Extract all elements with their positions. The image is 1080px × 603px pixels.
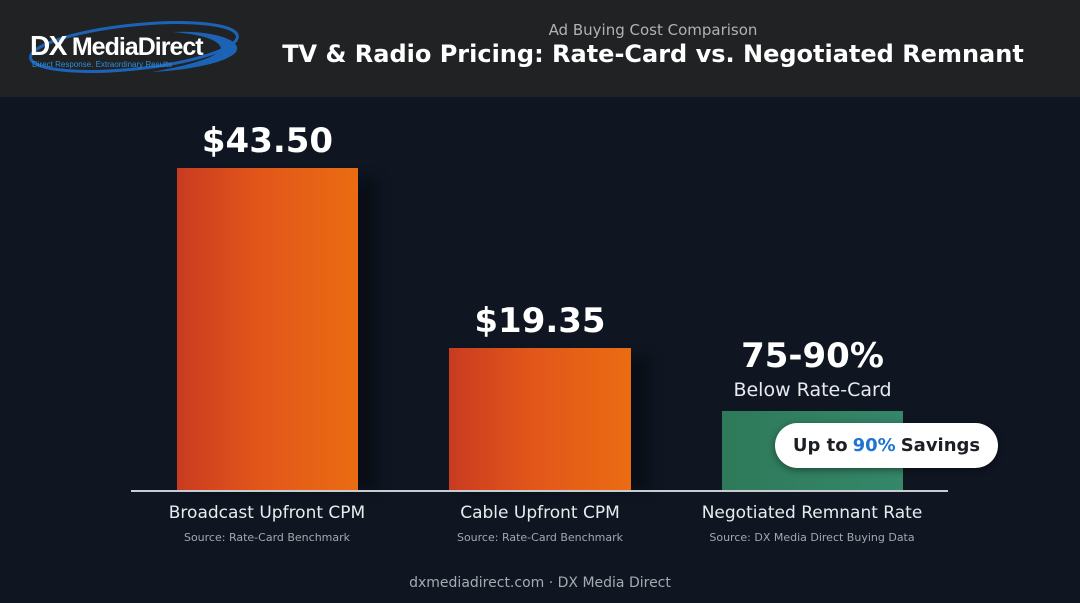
bar-broadcast	[177, 168, 358, 491]
category-source-cable: Source: Rate-Card Benchmark	[456, 531, 624, 544]
chart-subtitle: Ad Buying Cost Comparison	[548, 21, 758, 39]
data-label-remnant-sub: Below Rate-Card	[733, 379, 892, 401]
data-label-remnant: 75-90%	[741, 336, 884, 376]
brand-logo[interactable]: DX MediaDirect Direct Response. Extraord…	[22, 20, 244, 76]
category-label-cable: Cable Upfront CPM	[460, 503, 620, 523]
category-label-broadcast: Broadcast Upfront CPM	[168, 503, 366, 523]
chart-title: TV & Radio Pricing: Rate-Card vs. Negoti…	[282, 40, 1024, 68]
logo-swoosh-icon	[29, 21, 239, 73]
category-label-remnant: Negotiated Remnant Rate	[701, 503, 923, 523]
footer-credit[interactable]: dxmediadirect.com · DX Media Direct	[409, 575, 671, 591]
callout-suffix: Savings	[900, 435, 981, 456]
logo-wordmark: DX MediaDirect	[30, 30, 204, 61]
logo-tagline: Direct Response. Extraordinary Results	[32, 60, 173, 69]
header-bar: DX MediaDirect Direct Response. Extraord…	[0, 0, 1080, 97]
savings-callout-badge: Up to 90% Savings	[775, 423, 998, 468]
callout-prefix: Up to	[792, 435, 848, 456]
bar-cable	[449, 348, 631, 491]
data-label-cable: $19.35	[474, 301, 606, 341]
data-label-broadcast: $43.50	[201, 121, 334, 161]
x-axis-line	[131, 490, 948, 492]
category-source-remnant: Source: DX Media Direct Buying Data	[709, 531, 915, 544]
callout-highlight: 90%	[852, 435, 896, 456]
category-source-broadcast: Source: Rate-Card Benchmark	[183, 531, 351, 544]
